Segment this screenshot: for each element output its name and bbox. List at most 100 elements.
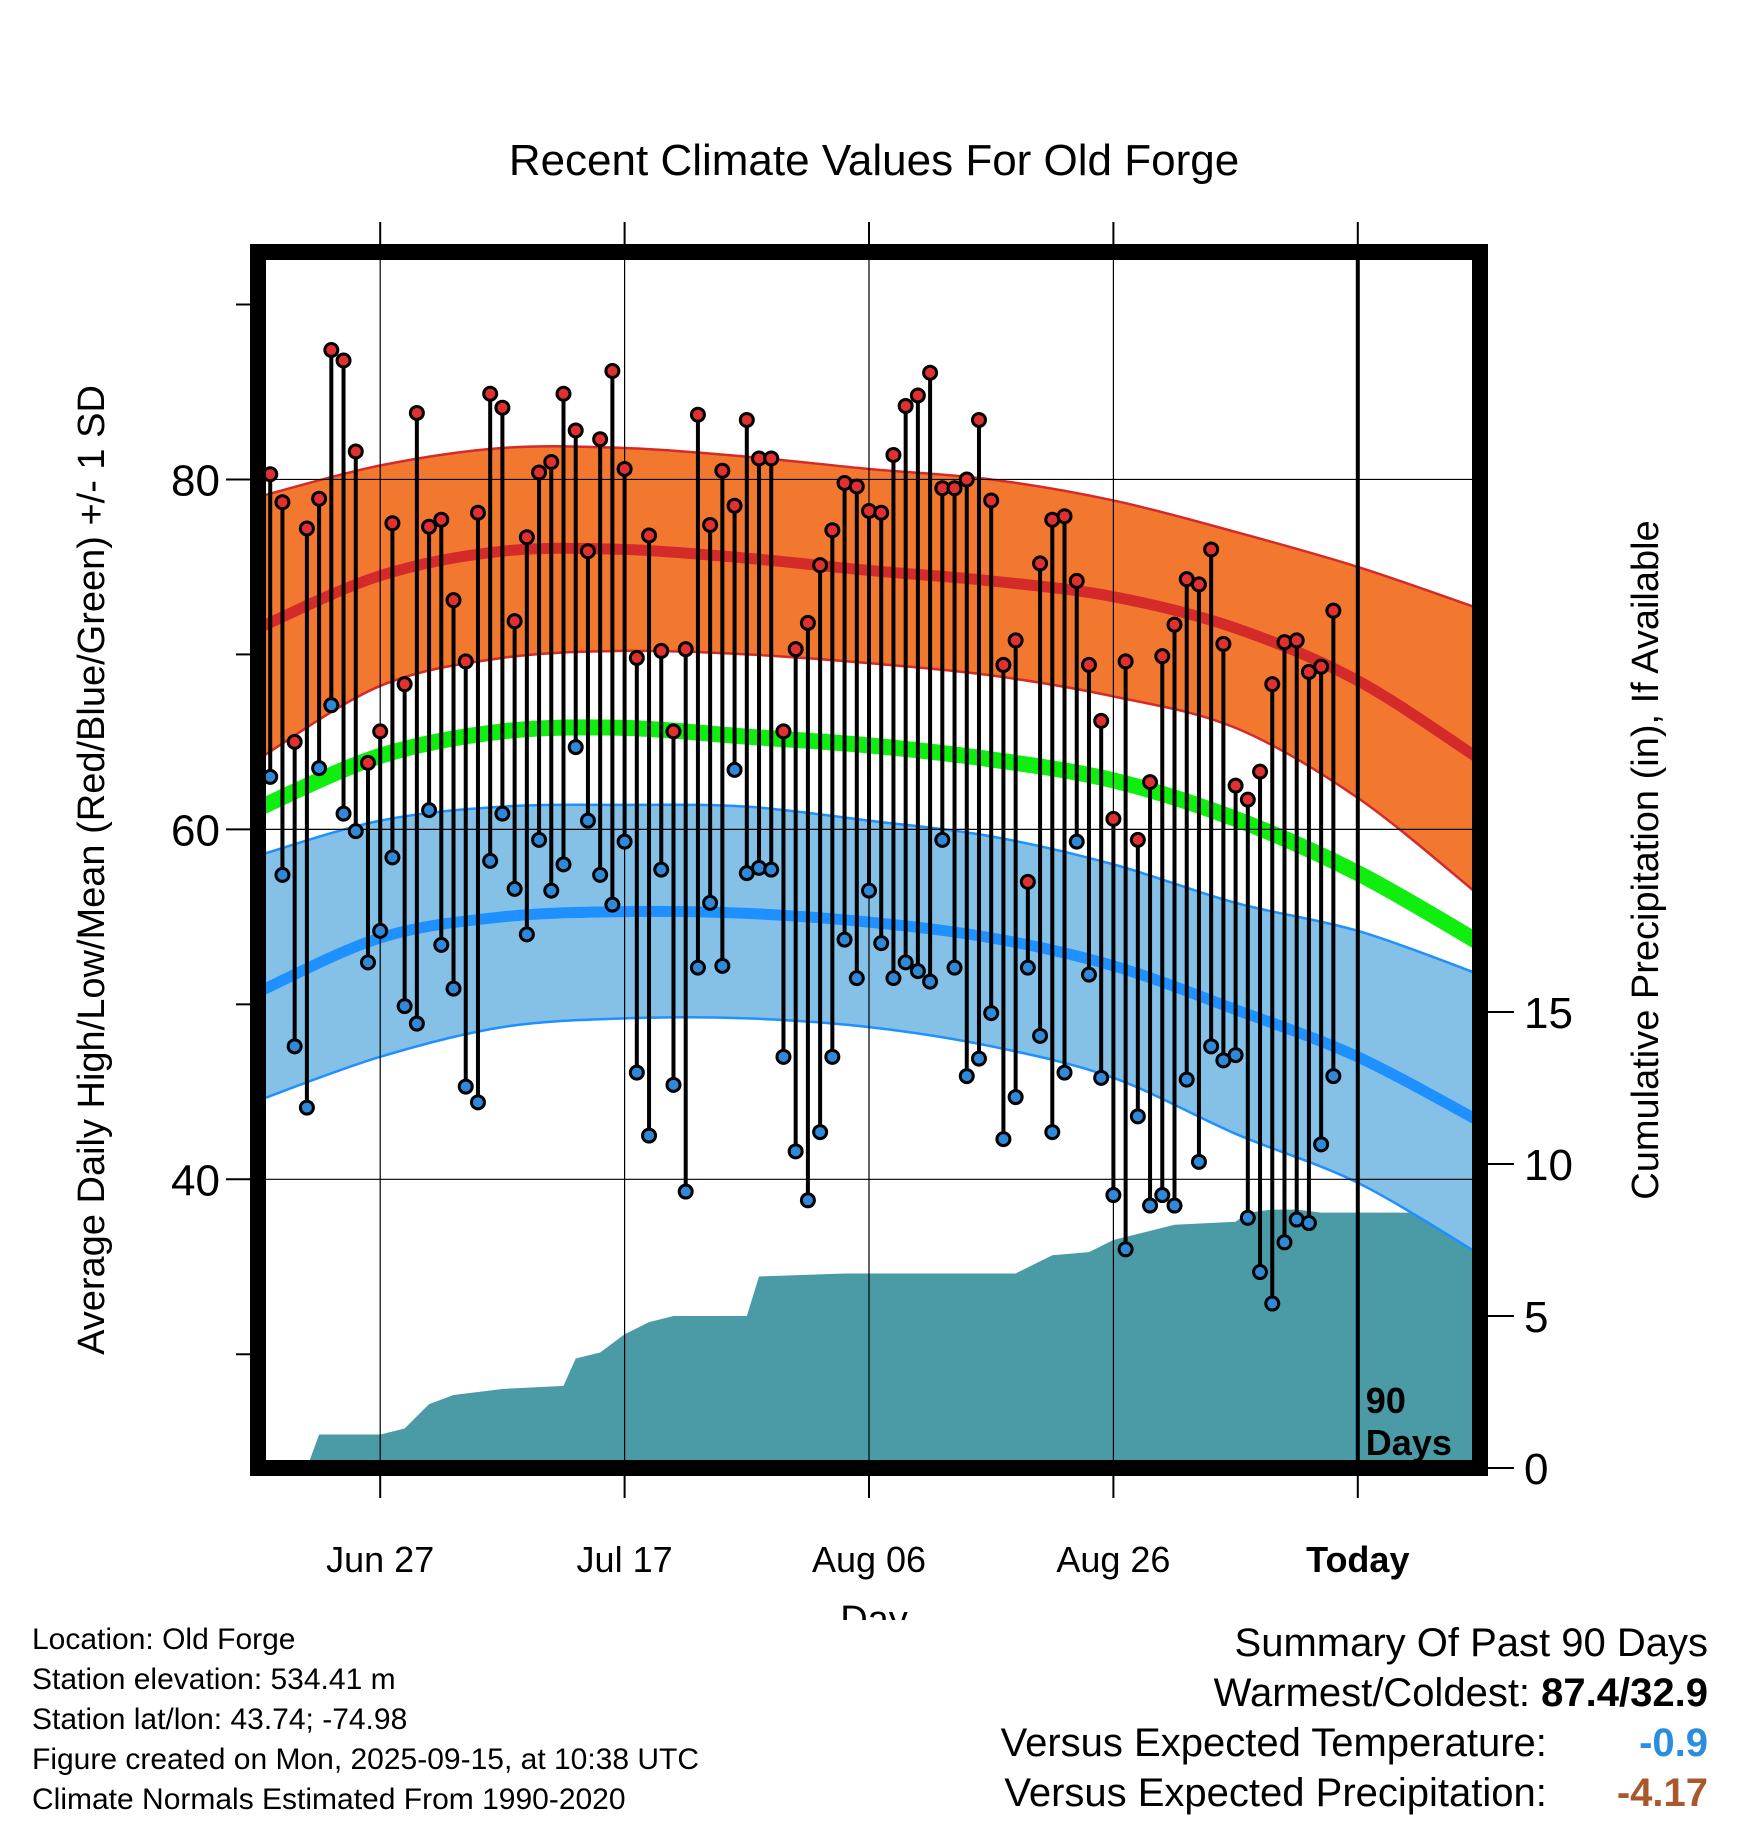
daily-high-point bbox=[469, 504, 486, 521]
daily-low-point bbox=[970, 1050, 987, 1067]
daily-low-point bbox=[1007, 1089, 1024, 1106]
daily-high-point bbox=[347, 443, 364, 460]
daily-low-point bbox=[1044, 1124, 1061, 1141]
daily-high-point bbox=[1068, 572, 1085, 589]
daily-low-point bbox=[1313, 1136, 1330, 1153]
daily-low-point bbox=[1154, 1187, 1171, 1204]
daily-low-point bbox=[274, 866, 291, 883]
daily-low-point bbox=[469, 1094, 486, 1111]
daily-high-point bbox=[628, 649, 645, 666]
daily-low-point bbox=[445, 980, 462, 997]
daily-high-point bbox=[1166, 616, 1183, 633]
daily-low-point bbox=[567, 739, 584, 756]
daily-low-point bbox=[359, 954, 376, 971]
daily-low-point bbox=[1117, 1241, 1134, 1258]
daily-low-point bbox=[506, 880, 523, 897]
x-axis-label: Day bbox=[840, 1599, 908, 1620]
daily-low-point bbox=[812, 1124, 829, 1141]
daily-low-point bbox=[763, 861, 780, 878]
daily-low-point bbox=[335, 805, 352, 822]
daily-low-point bbox=[897, 954, 914, 971]
daily-high-point bbox=[702, 516, 719, 533]
location-text: Location: Old Forge bbox=[32, 1623, 296, 1656]
daily-high-point bbox=[1105, 810, 1122, 827]
daily-high-point bbox=[1264, 676, 1281, 693]
daily-low-point bbox=[1068, 833, 1085, 850]
y-tick-label: 60 bbox=[171, 806, 220, 855]
daily-high-point bbox=[909, 387, 926, 404]
daily-low-point bbox=[384, 849, 401, 866]
y2-axis-label: Cumulative Precipitation (in), If Availa… bbox=[1625, 520, 1667, 1199]
latlon-text: Station lat/lon: 43.74; -74.98 bbox=[32, 1703, 408, 1736]
daily-high-point bbox=[970, 411, 987, 428]
temp-anomaly-value: -0.9 bbox=[1639, 1721, 1708, 1765]
summary-temp-row: Versus Expected Temperature: -0.9 bbox=[1001, 1718, 1708, 1768]
daily-low-point bbox=[995, 1131, 1012, 1148]
daily-high-point bbox=[641, 527, 658, 544]
temp-anomaly-label: Versus Expected Temperature: bbox=[1000, 1721, 1547, 1765]
daily-high-point bbox=[812, 557, 829, 574]
daily-low-point bbox=[396, 998, 413, 1015]
daily-high-point bbox=[1142, 774, 1159, 791]
daily-high-point bbox=[1154, 648, 1171, 665]
chart-title: Recent Climate Values For Old Forge bbox=[509, 136, 1239, 185]
daily-low-point bbox=[482, 852, 499, 869]
daily-high-point bbox=[958, 471, 975, 488]
daily-high-point bbox=[1239, 791, 1256, 808]
daily-low-point bbox=[347, 823, 364, 840]
daily-low-point bbox=[677, 1183, 694, 1200]
daily-high-point bbox=[445, 592, 462, 609]
daily-low-point bbox=[323, 697, 340, 714]
created-text: Figure created on Mon, 2025-09-15, at 10… bbox=[32, 1743, 700, 1776]
daily-low-point bbox=[1252, 1264, 1269, 1281]
warm-cold-label: Warmest/Coldest: bbox=[1213, 1671, 1531, 1715]
daily-high-point bbox=[763, 450, 780, 467]
daily-high-point bbox=[885, 446, 902, 463]
summary-title: Summary Of Past 90 Days bbox=[1234, 1621, 1708, 1665]
daily-low-point bbox=[518, 926, 535, 943]
daily-low-point bbox=[311, 760, 328, 777]
daily-high-point bbox=[592, 431, 609, 448]
daily-low-point bbox=[531, 831, 548, 848]
daily-high-point bbox=[799, 614, 816, 631]
y-tick-label: 80 bbox=[171, 456, 220, 505]
daily-low-point bbox=[885, 970, 902, 987]
daily-low-point bbox=[1190, 1153, 1207, 1170]
daily-high-point bbox=[677, 641, 694, 658]
daily-high-point bbox=[567, 422, 584, 439]
daily-low-point bbox=[579, 812, 596, 829]
daily-low-point bbox=[1276, 1234, 1293, 1251]
daily-low-point bbox=[836, 931, 853, 948]
daily-high-point bbox=[1215, 635, 1232, 652]
daily-low-point bbox=[616, 833, 633, 850]
climate-chart: Recent Climate Values For Old Forge Aver… bbox=[71, 136, 1667, 1620]
daily-low-point bbox=[433, 936, 450, 953]
daily-low-point bbox=[1325, 1068, 1342, 1085]
daily-high-point bbox=[738, 411, 755, 428]
y2-tick-label: 5 bbox=[1524, 1293, 1548, 1342]
x-tick-label: Today bbox=[1306, 1539, 1409, 1580]
daily-low-point bbox=[922, 973, 939, 990]
daily-high-point bbox=[531, 464, 548, 481]
daily-high-point bbox=[311, 490, 328, 507]
daily-high-point bbox=[897, 397, 914, 414]
daily-low-point bbox=[1032, 1027, 1049, 1044]
daily-low-point bbox=[1227, 1047, 1244, 1064]
daily-high-point bbox=[1093, 712, 1110, 729]
daily-high-point bbox=[518, 529, 535, 546]
daily-low-point bbox=[934, 831, 951, 848]
daily-low-point bbox=[1093, 1069, 1110, 1086]
daily-low-point bbox=[1142, 1197, 1159, 1214]
y2-tick-label: 15 bbox=[1524, 989, 1573, 1038]
y2-tick-label: 0 bbox=[1524, 1445, 1548, 1494]
daily-high-point bbox=[946, 480, 963, 497]
daily-low-point bbox=[653, 861, 670, 878]
daily-high-point bbox=[922, 364, 939, 381]
daily-low-point bbox=[1203, 1038, 1220, 1055]
daily-high-point bbox=[1019, 873, 1036, 890]
daily-low-point bbox=[604, 896, 621, 913]
daily-low-point bbox=[1129, 1108, 1146, 1125]
daily-low-point bbox=[592, 866, 609, 883]
plot-inner bbox=[258, 252, 1480, 1468]
daily-high-point bbox=[384, 515, 401, 532]
